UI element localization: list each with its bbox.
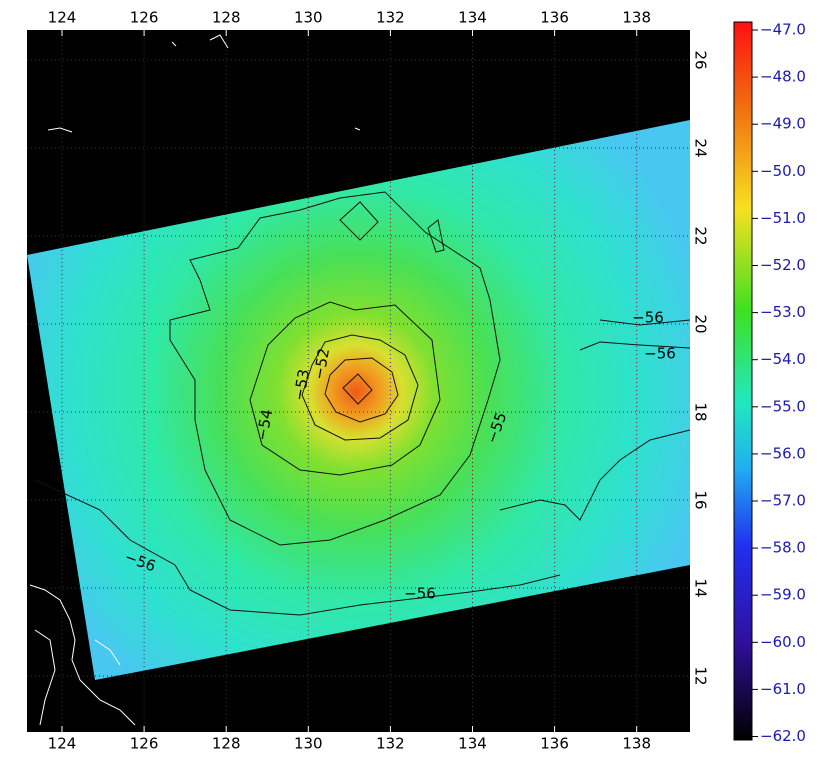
contour-label-layer: −56−56−52−53−54 −55−56−56: [122, 309, 676, 603]
colorbar-label: −54.0: [760, 350, 806, 368]
coastline: [29, 34, 361, 726]
bottom-lon-label: 136: [540, 735, 569, 753]
bottom-lon-label: 132: [376, 735, 405, 753]
colorbar-label: −50.0: [760, 162, 806, 180]
left-lat-label: 14: [7, 578, 25, 597]
left-lat-label: 18: [7, 402, 25, 421]
top-lon-label: 128: [212, 9, 241, 27]
bottom-lon-label: 124: [48, 735, 77, 753]
contour-label: −56: [404, 585, 436, 603]
contour-label: −53: [290, 368, 313, 402]
colorbar-label: −59.0: [760, 586, 806, 604]
top-lon-label: 134: [458, 9, 487, 27]
left-lat-label: 22: [7, 226, 25, 245]
colorbar-label: −61.0: [760, 680, 806, 698]
bottom-lon-label: 130: [294, 735, 323, 753]
right-lat-label: 12: [692, 666, 710, 685]
colorbar-label: −49.0: [760, 115, 806, 133]
colorbar-label: −58.0: [760, 539, 806, 557]
right-lat-label: 20: [692, 314, 710, 333]
contour-label: −56: [644, 345, 676, 363]
bottom-lon-label: 128: [212, 735, 241, 753]
right-lat-label: 16: [692, 490, 710, 509]
contours: [34, 191, 691, 616]
top-lon-label: 132: [376, 9, 405, 27]
data-swath: [27, 120, 690, 680]
right-lat-label: 14: [692, 578, 710, 597]
top-lon-label: 130: [294, 9, 323, 27]
left-lat-label: 16: [7, 490, 25, 509]
contour-label: −56: [632, 309, 664, 327]
left-lat-label: 12: [7, 666, 25, 685]
left-lat-label: 26: [7, 50, 25, 69]
top-lon-label: 124: [48, 9, 77, 27]
graticule: [27, 30, 690, 732]
colorbar-label: −56.0: [760, 444, 806, 462]
colorbar: [733, 21, 753, 741]
contour-label: −52: [310, 347, 333, 381]
colorbar-label: −62.0: [760, 727, 806, 745]
colorbar-label: −51.0: [760, 209, 806, 227]
right-lat-label: 18: [692, 402, 710, 421]
top-lon-label: 136: [540, 9, 569, 27]
colorbar-label: −60.0: [760, 633, 806, 651]
left-lat-label: 20: [7, 314, 25, 333]
bottom-lon-label: 126: [130, 735, 159, 753]
top-lon-label: 126: [130, 9, 159, 27]
colorbar-label: −47.0: [760, 21, 806, 39]
colorbar-label: −48.0: [760, 68, 806, 86]
axes: 124 124 126 126 128 128 130 130 132 132 134 134 136 1…: [7, 9, 806, 753]
left-lat-label: 24: [7, 138, 25, 157]
colorbar-label: −52.0: [760, 256, 806, 274]
bottom-lon-label: 138: [622, 735, 651, 753]
right-lat-label: 26: [692, 50, 710, 69]
right-lat-label: 22: [692, 226, 710, 245]
colorbar-label: −53.0: [760, 303, 806, 321]
top-lon-label: 138: [622, 9, 651, 27]
colorbar-label: −57.0: [760, 492, 806, 510]
bottom-lon-label: 134: [458, 735, 487, 753]
right-lat-label: 24: [692, 138, 710, 157]
contour-label: −54: [253, 408, 276, 442]
colorbar-label: −55.0: [760, 397, 806, 415]
